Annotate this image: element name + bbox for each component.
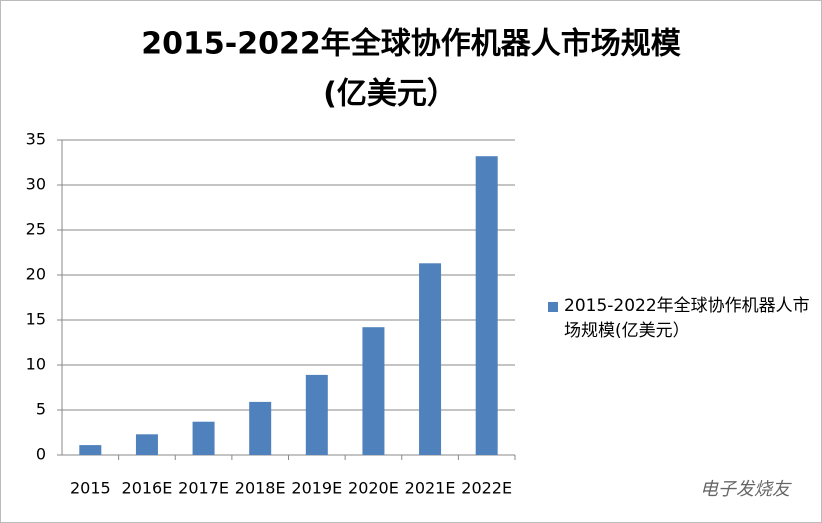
x-tick-label: 2015 [70, 479, 111, 498]
y-tick-label: 15 [26, 310, 46, 329]
x-tick-label: 2016E [122, 479, 173, 498]
bar [362, 327, 385, 455]
bar [79, 445, 102, 455]
legend: 2015-2022年全球协作机器人市场规模(亿美元） [548, 294, 810, 344]
bar [192, 421, 215, 455]
y-tick-label: 25 [26, 220, 46, 239]
bar [249, 401, 272, 455]
bar [135, 434, 158, 455]
x-tick-label: 2020E [348, 479, 399, 498]
chart-title: (亿美元） [323, 77, 457, 112]
bar [475, 156, 498, 455]
legend-label: 2015-2022年全球协作机器人市场规模(亿美元） [564, 296, 810, 341]
legend-key [548, 302, 558, 312]
x-tick-label: 2019E [291, 479, 342, 498]
x-tick-label: 2017E [178, 479, 229, 498]
bar [305, 374, 328, 455]
y-tick-label: 35 [26, 130, 46, 149]
y-tick-label: 0 [36, 445, 46, 464]
y-tick-label: 10 [26, 355, 46, 374]
x-tick-label: 2018E [235, 479, 286, 498]
y-tick-label: 20 [26, 265, 46, 284]
watermark: 电子发烧友 [700, 479, 792, 500]
x-tick-label: 2021E [405, 479, 456, 498]
chart-title: 2015-2022年全球协作机器人市场规模 [141, 27, 680, 62]
y-tick-label: 30 [26, 175, 46, 194]
bar [419, 263, 442, 455]
x-tick-label: 2022E [461, 479, 512, 498]
y-tick-label: 5 [36, 400, 46, 419]
